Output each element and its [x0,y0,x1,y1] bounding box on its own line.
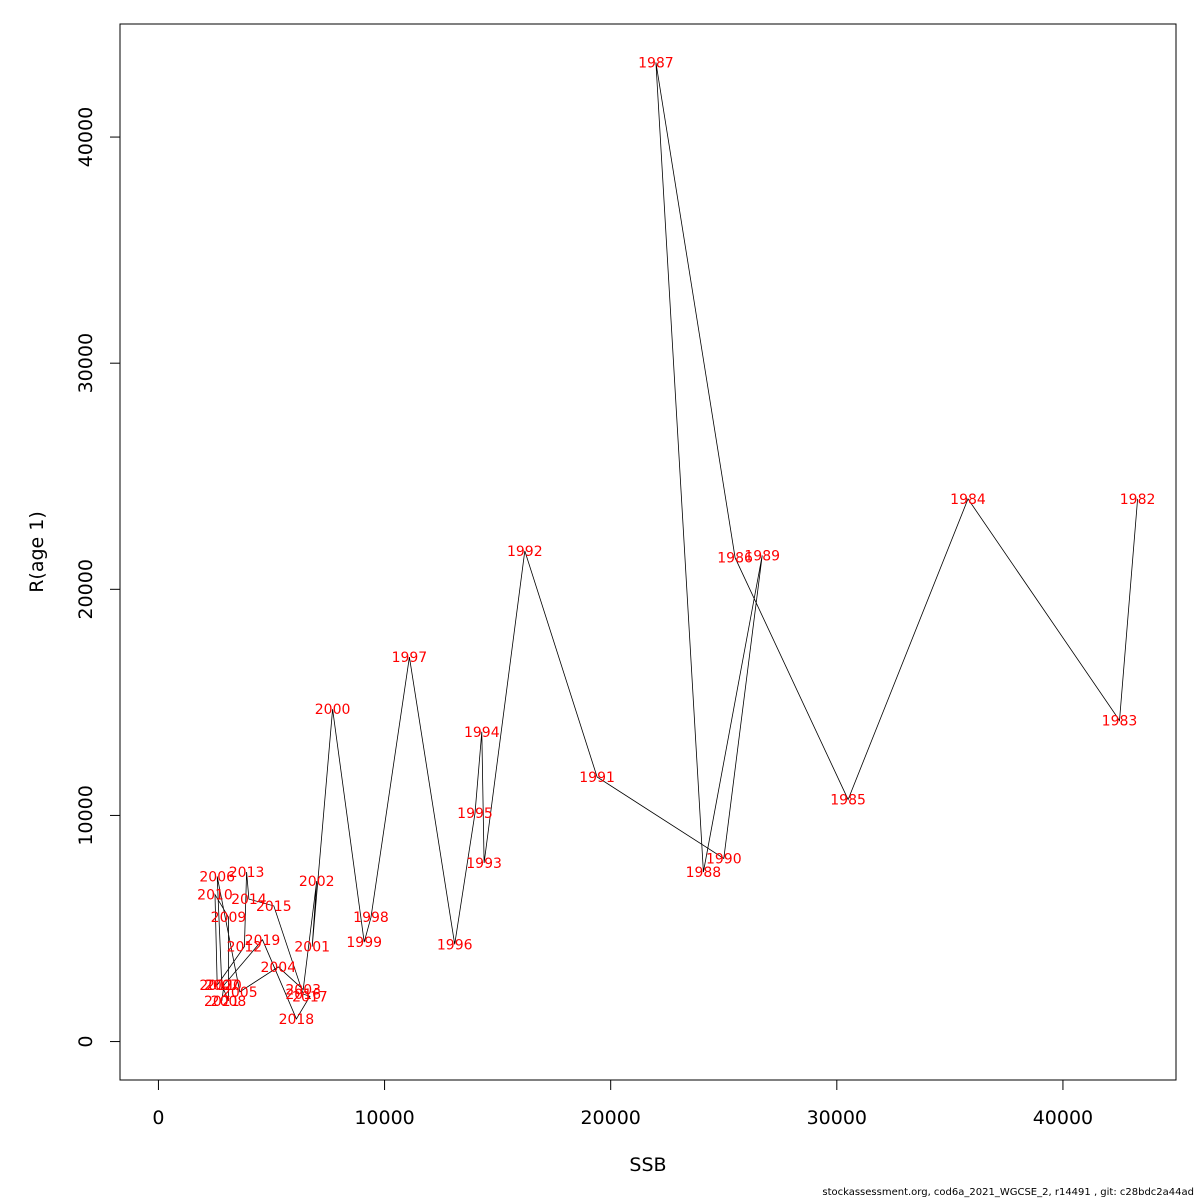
y-axis-title: R(age 1) [26,511,48,593]
point-2018: 2018 [279,1012,315,1028]
point-2007: 2007 [204,978,240,994]
x-tick-label: 20000 [580,1107,640,1129]
point-2015: 2015 [256,899,292,915]
point-2006: 2006 [199,870,235,886]
y-tick-label: 0 [75,1036,97,1048]
point-1986: 1986 [717,551,753,567]
point-1994: 1994 [464,725,500,741]
point-1984: 1984 [950,492,986,508]
point-1988: 1988 [686,865,722,881]
point-2016: 2016 [285,987,321,1003]
point-2021: 2021 [204,994,240,1010]
point-1996: 1996 [437,937,473,953]
point-1991: 1991 [579,770,615,786]
point-1993: 1993 [466,856,502,872]
point-1987: 1987 [638,55,674,71]
footer-credit: stockassessment.org, cod6a_2021_WGCSE_2,… [822,1187,1194,1198]
point-2019: 2019 [245,933,281,949]
point-1997: 1997 [392,650,428,666]
point-1989: 1989 [744,548,780,564]
point-2005: 2005 [222,985,258,1001]
x-axis-title: SSB [629,1154,666,1176]
x-axis: 0 10000 20000 30000 40000 [152,1079,1093,1129]
point-2002: 2002 [299,874,335,890]
x-tick-label: 10000 [354,1107,414,1129]
point-1982: 1982 [1120,492,1156,508]
y-tick-label: 10000 [75,785,97,845]
point-1992: 1992 [507,544,543,560]
point-2000: 2000 [315,702,351,718]
point-2012: 2012 [227,940,263,956]
point-2003: 2003 [285,983,321,999]
point-1990: 1990 [706,851,742,867]
point-2017: 2017 [292,989,328,1005]
x-tick-label: 40000 [1033,1107,1093,1129]
x-tick-label: 30000 [807,1107,867,1129]
point-1985: 1985 [830,793,866,809]
plot-frame [119,23,1177,1081]
point-2008: 2008 [211,994,247,1010]
y-tick-label: 30000 [75,333,97,393]
y-tick-label: 40000 [75,107,97,167]
point-labels: 1982 1983 1984 1985 1986 1987 1988 1989 1990 1991… [197,55,1155,1028]
point-2001: 2001 [294,940,330,956]
point-2004: 2004 [260,960,296,976]
point-2011: 2011 [199,978,235,994]
point-1998: 1998 [353,910,389,926]
point-1999: 1999 [346,935,382,951]
point-2010: 2010 [197,888,233,904]
y-tick-label: 20000 [75,559,97,619]
y-axis: 0 10000 20000 30000 40000 [75,107,121,1048]
series-line [214,62,1138,1020]
point-1995: 1995 [457,806,493,822]
point-2020: 2020 [206,978,242,994]
point-2009: 2009 [211,910,247,926]
point-2014: 2014 [231,892,267,908]
point-2013: 2013 [229,865,265,881]
x-tick-label: 0 [152,1107,164,1129]
point-1983: 1983 [1102,714,1138,730]
